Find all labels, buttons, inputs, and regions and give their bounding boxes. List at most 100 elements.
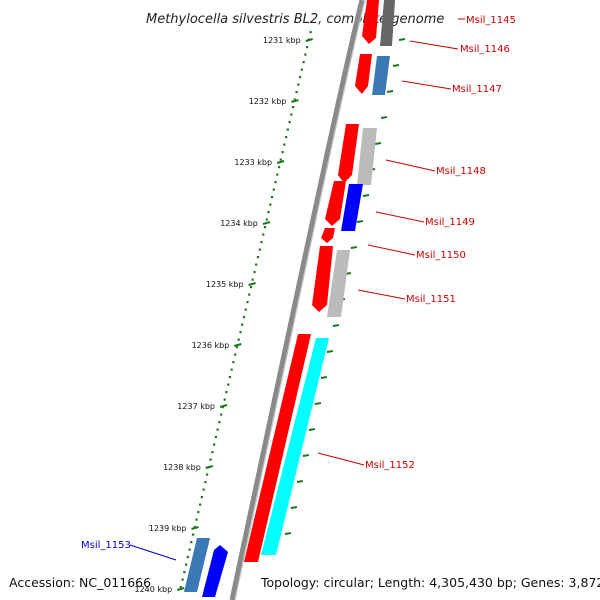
kbp-label: 1235 kbp [206, 280, 244, 289]
kbp-scale: 1231 kbp 1232 kbp 1233 kbp 1234 kbp 1235 kbp… [134, 36, 313, 594]
gene-label-msil-1149[interactable]: Msil_1149 [425, 217, 475, 228]
kbp-label: 1237 kbp [177, 402, 215, 411]
kbp-major-tick [248, 282, 256, 286]
gene-feature-msil-1150[interactable] [321, 228, 335, 243]
gene-track-tick [386, 90, 394, 93]
gene-track-tick [320, 376, 328, 379]
gene-feature-msil-1151-gray[interactable] [327, 250, 350, 317]
scale-dot [279, 158, 282, 161]
gene-label-msil-1147[interactable]: Msil_1147 [452, 84, 502, 95]
gene-feature-msil-1149[interactable] [325, 181, 346, 226]
scale-dot [306, 46, 309, 49]
scale-dot [278, 166, 281, 169]
scale-dot [204, 481, 207, 484]
scale-dot [248, 293, 251, 296]
gene-feature-msil-1151[interactable] [312, 246, 333, 312]
scale-dot [234, 353, 237, 356]
kbp-major-tick [262, 221, 271, 225]
scale-dot [295, 91, 298, 94]
gene-track-tick [290, 506, 298, 509]
gene-feature-msil-1149-blue[interactable] [341, 184, 363, 231]
gene-feature-msil-1145-pair[interactable] [380, 0, 395, 46]
scale-dot [256, 256, 260, 259]
kbp-label: 1236 kbp [192, 341, 230, 350]
scale-dot [225, 391, 228, 394]
scale-dot [230, 368, 233, 371]
gene-feature-msil-1152-cyan[interactable] [261, 338, 329, 555]
gene-label-msil-1150[interactable]: Msil_1150 [416, 250, 466, 261]
scale-dot [288, 121, 291, 124]
scale-dot [299, 76, 302, 79]
scale-dot [218, 421, 221, 424]
gene-label-msil-1153[interactable]: Msil_1153 [81, 540, 131, 551]
scale-dot [241, 323, 244, 326]
scale-dot [220, 413, 223, 416]
topology-text: Topology: circular; Length: 4,305,430 bp… [260, 575, 600, 590]
gene-feature-msil-1153-blue[interactable] [202, 545, 228, 597]
scale-dot [188, 548, 191, 551]
gene-feature-msil-1153[interactable] [184, 538, 210, 592]
scale-dot [262, 233, 265, 236]
scale-dot [276, 173, 279, 176]
scale-dot [244, 308, 247, 311]
scale-dot [223, 398, 226, 401]
scale-dot [206, 473, 209, 476]
kbp-major-tick [291, 99, 299, 103]
scale-dot [190, 541, 193, 544]
gene-track-tick [332, 324, 340, 327]
scale-dot [304, 53, 307, 56]
gene-track-tick [398, 38, 406, 41]
kbp-major-tick [305, 38, 313, 42]
gene-label-msil-1151[interactable]: Msil_1151 [406, 294, 456, 305]
scale-dot [246, 301, 249, 304]
scale-dot [239, 331, 242, 334]
scale-dot [185, 563, 188, 566]
scale-dot [272, 188, 275, 191]
scale-dot [260, 241, 263, 244]
kbp-major-tick [219, 404, 228, 408]
gene-track-tick [350, 246, 358, 249]
accession-text: Accession: NC_011666 [9, 575, 151, 590]
leader-lines [129, 18, 465, 561]
scale-dot [200, 496, 203, 499]
scale-dot [249, 286, 253, 289]
scale-dots [179, 31, 312, 589]
scale-dot [251, 278, 254, 281]
gene-feature-msil-1145[interactable] [362, 0, 379, 44]
scale-dot [255, 263, 258, 266]
gene-track-tick [326, 350, 334, 353]
gene-feature-msil-1152[interactable] [244, 334, 311, 562]
scale-dot [237, 338, 240, 341]
scale-dot [228, 376, 231, 379]
kbp-major-tick [276, 160, 285, 164]
gene-track-tick [302, 454, 310, 457]
scale-dot [263, 226, 267, 229]
gene-label-msil-1145[interactable]: Msil_1145 [466, 15, 516, 26]
scale-dot [281, 151, 284, 154]
gene-track-tick [362, 194, 370, 197]
scale-dot [195, 518, 198, 521]
scale-dot [232, 361, 235, 364]
gene-label-msil-1152[interactable]: Msil_1152 [365, 460, 415, 471]
kbp-label: 1238 kbp [163, 463, 201, 472]
gene-track-tick [380, 116, 388, 119]
scale-dot [274, 181, 277, 184]
scale-dot [211, 451, 214, 454]
gene-feature-msil-1146-pair[interactable] [372, 56, 390, 95]
gene-label-msil-1148[interactable]: Msil_1148 [436, 166, 486, 177]
scale-dot [227, 383, 230, 386]
kbp-major-tick [176, 587, 185, 591]
scale-dot [186, 556, 189, 559]
gene-feature-msil-1148[interactable] [338, 124, 359, 183]
gene-feature-msil-1146[interactable] [355, 54, 372, 94]
scale-dot [286, 128, 289, 131]
scale-dot [267, 211, 270, 214]
gene-track-tick [308, 428, 316, 431]
scale-dot [199, 503, 202, 506]
gene-feature-msil-1148-gray[interactable] [357, 128, 377, 185]
scale-dot [292, 106, 295, 109]
gene-label-msil-1146[interactable]: Msil_1146 [460, 44, 510, 55]
scale-dot [216, 428, 219, 431]
scale-dot [297, 83, 300, 86]
